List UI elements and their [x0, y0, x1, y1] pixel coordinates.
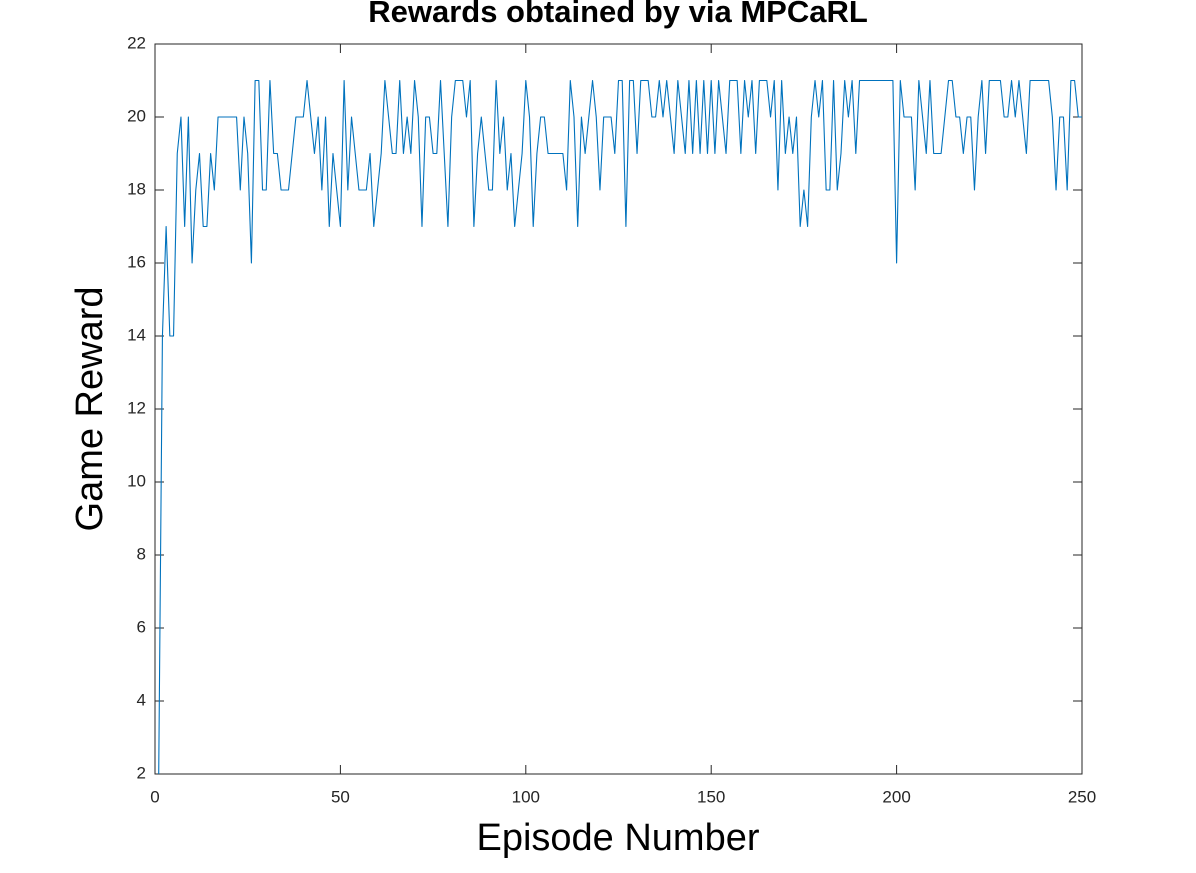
y-tick-label: 10 — [127, 471, 146, 490]
y-axis-label: Game Reward — [69, 287, 111, 532]
y-tick-label: 20 — [127, 106, 146, 125]
y-tick-label: 18 — [127, 179, 146, 198]
x-tick-label: 50 — [331, 787, 350, 806]
x-tick-label: 150 — [697, 787, 725, 806]
y-tick-label: 16 — [127, 252, 146, 271]
x-axis-label: Episode Number — [476, 817, 759, 859]
y-tick-label: 22 — [127, 33, 146, 52]
plot-area — [154, 43, 1083, 775]
chart-title: Rewards obtained by via MPCaRL — [368, 0, 868, 29]
y-tick-label: 6 — [137, 617, 146, 636]
x-tick-label: 0 — [150, 787, 159, 806]
data-line — [158, 79, 1082, 775]
y-tick-label: 14 — [127, 325, 146, 344]
x-tick-label: 200 — [882, 787, 910, 806]
y-tick-label: 2 — [137, 763, 146, 782]
x-tick-label: 250 — [1068, 787, 1096, 806]
y-tick-label: 8 — [137, 544, 146, 563]
x-tick-label: 100 — [512, 787, 540, 806]
y-tick-label: 12 — [127, 398, 146, 417]
y-tick-label: 4 — [137, 690, 146, 709]
